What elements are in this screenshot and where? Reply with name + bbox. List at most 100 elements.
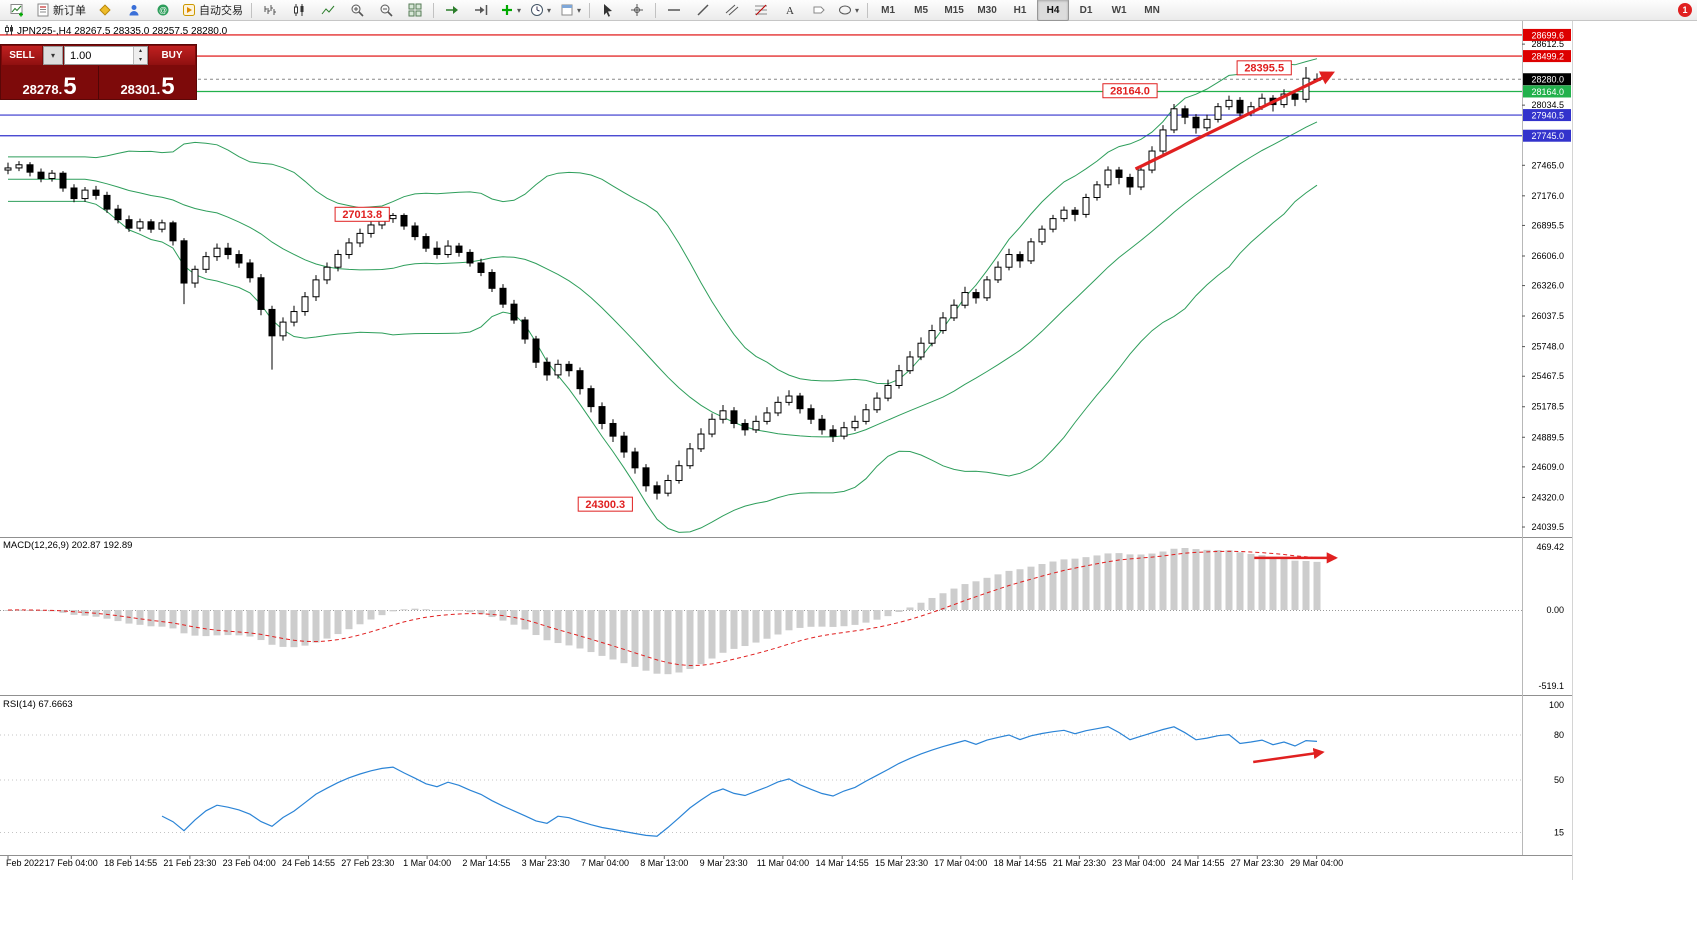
svg-text:1 Mar 04:00: 1 Mar 04:00 <box>403 858 451 868</box>
community-button[interactable]: @ <box>149 0 177 20</box>
indicators-button[interactable]: ▾ <box>496 0 525 20</box>
macd-signal-line <box>7 550 1318 667</box>
channel-button[interactable] <box>718 0 746 20</box>
bar-chart-icon <box>263 3 277 17</box>
profile-button[interactable] <box>120 0 148 20</box>
candle-chart-icon <box>292 3 306 17</box>
rsi-panel: 100 80 50 15 <box>0 700 1564 838</box>
svg-text:24609.0: 24609.0 <box>1531 462 1564 472</box>
lot-stepper: ▴ ▾ <box>133 47 147 64</box>
dropdown-arrow-icon: ▾ <box>855 5 860 15</box>
svg-text:27745.0: 27745.0 <box>1531 131 1564 141</box>
svg-text:25467.5: 25467.5 <box>1531 371 1564 381</box>
svg-text:26326.0: 26326.0 <box>1531 281 1564 291</box>
horizontal-line-button[interactable] <box>660 0 688 20</box>
rsi-label: RSI(14) 67.6663 <box>3 699 73 710</box>
periods-button[interactable]: ▾ <box>526 0 555 20</box>
label-button[interactable] <box>805 0 833 20</box>
sell-price[interactable]: 28278. 5 <box>1 66 98 99</box>
lot-decrease-button[interactable]: ▾ <box>134 55 147 64</box>
timeframe-w1-button[interactable]: W1 <box>1111 4 1127 16</box>
svg-text:27 Mar 23:30: 27 Mar 23:30 <box>1231 858 1284 868</box>
svg-text:26037.5: 26037.5 <box>1531 311 1564 321</box>
price-callouts[interactable]: 28395.5 28164.0 27013.8 24300.3 <box>334 60 1292 512</box>
metaeditor-button[interactable] <box>91 0 119 20</box>
svg-text:15: 15 <box>1554 828 1564 838</box>
svg-text:8 Mar 13:00: 8 Mar 13:00 <box>640 858 688 868</box>
trend-arrow[interactable] <box>1134 71 1335 171</box>
svg-text:24300.3: 24300.3 <box>585 499 625 511</box>
channel-icon <box>725 3 739 17</box>
new-order-button-label: 新订单 <box>53 5 86 17</box>
fibonacci-button[interactable] <box>747 0 775 20</box>
candle-chart-button[interactable] <box>285 0 313 20</box>
buy-price-pip: 5 <box>161 72 175 100</box>
line-chart-icon <box>321 3 335 17</box>
svg-text:-519.1: -519.1 <box>1538 681 1564 691</box>
price-tag <box>1523 50 1571 63</box>
svg-text:28034.5: 28034.5 <box>1531 100 1564 110</box>
svg-text:@: @ <box>159 6 167 15</box>
lot-increase-button[interactable]: ▴ <box>134 47 147 56</box>
price-axis[interactable]: 28612.5 28034.5 27465.0 27176.0 26895.5 26606… <box>1522 28 1571 532</box>
svg-text:17 Feb 04:00: 17 Feb 04:00 <box>45 858 98 868</box>
clock-icon <box>530 3 544 17</box>
add-indicator-icon <box>500 3 514 17</box>
zoom-out-icon <box>379 3 393 17</box>
rsi-line <box>161 725 1318 837</box>
timeframe-m15-button[interactable]: M15 <box>944 4 964 16</box>
svg-text:23 Mar 04:00: 23 Mar 04:00 <box>1112 858 1165 868</box>
timeframe-m30-button[interactable]: M30 <box>977 4 997 16</box>
timeframe-d1-button[interactable]: D1 <box>1079 4 1093 16</box>
timeframe-h4-button[interactable]: H4 <box>1037 0 1070 21</box>
horizontal-levels[interactable] <box>0 34 1522 137</box>
timeframe-mn-button[interactable]: MN <box>1144 4 1160 16</box>
tile-windows-button[interactable] <box>401 0 429 20</box>
new-chart-button[interactable] <box>3 0 31 20</box>
one-click-trading-panel: SELL ▾ 1.00 ▴ ▾ BUY 28278. 5 28301. 5 <box>0 44 197 100</box>
lot-dropdown-button[interactable]: ▾ <box>43 46 63 65</box>
zoom-out-button[interactable] <box>372 0 400 20</box>
crosshair-button[interactable] <box>623 0 651 20</box>
autotrading-button[interactable]: 自动交易 <box>178 0 247 20</box>
timeframe-m5-button[interactable]: M5 <box>914 4 929 16</box>
trendline-button[interactable] <box>689 0 717 20</box>
autotrading-button-label: 自动交易 <box>199 5 243 17</box>
svg-text:21 Mar 23:30: 21 Mar 23:30 <box>1053 858 1106 868</box>
line-chart-button[interactable] <box>314 0 342 20</box>
svg-text:469.42: 469.42 <box>1536 542 1564 552</box>
buy-button[interactable]: BUY <box>149 46 195 65</box>
sell-price-pip: 5 <box>63 72 77 100</box>
lot-size-value: 1.00 <box>70 49 92 62</box>
sell-button[interactable]: SELL <box>2 46 42 65</box>
cursor-button[interactable] <box>594 0 622 20</box>
new-order-button[interactable]: 新订单 <box>32 0 90 20</box>
svg-text:24 Feb 14:55: 24 Feb 14:55 <box>282 858 335 868</box>
chart-shift-button[interactable] <box>467 0 495 20</box>
macd-label: MACD(12,26,9) 202.87 192.89 <box>3 540 133 551</box>
svg-text:27176.0: 27176.0 <box>1531 191 1564 201</box>
templates-button[interactable]: ▾ <box>556 0 585 20</box>
bar-chart-button[interactable] <box>256 0 284 20</box>
timeframe-h1-button[interactable]: H1 <box>1013 4 1027 16</box>
shapes-button[interactable]: ▾ <box>834 0 863 20</box>
chart-icon <box>4 25 14 38</box>
time-axis[interactable]: Feb 2022 17 Feb 04:00 18 Feb 14:55 21 Feb 2… <box>6 856 1343 868</box>
notification-badge[interactable]: 1 <box>1678 3 1692 17</box>
price-tag <box>1523 85 1571 98</box>
zoom-in-button[interactable] <box>343 0 371 20</box>
svg-text:Feb 2022: Feb 2022 <box>6 858 44 868</box>
svg-text:21 Feb 23:30: 21 Feb 23:30 <box>163 858 216 868</box>
buy-price[interactable]: 28301. 5 <box>98 66 196 99</box>
text-button[interactable]: A <box>776 0 804 20</box>
auto-scroll-button[interactable] <box>438 0 466 20</box>
timeframe-m1-button[interactable]: M1 <box>881 4 896 16</box>
svg-text:18 Feb 14:55: 18 Feb 14:55 <box>104 858 157 868</box>
crosshair-icon <box>630 3 644 17</box>
svg-text:24320.0: 24320.0 <box>1531 492 1564 502</box>
lot-size-input[interactable]: 1.00 ▴ ▾ <box>64 46 148 65</box>
rsi-arrow[interactable] <box>1253 747 1325 764</box>
svg-text:11 Mar 04:00: 11 Mar 04:00 <box>757 858 809 868</box>
